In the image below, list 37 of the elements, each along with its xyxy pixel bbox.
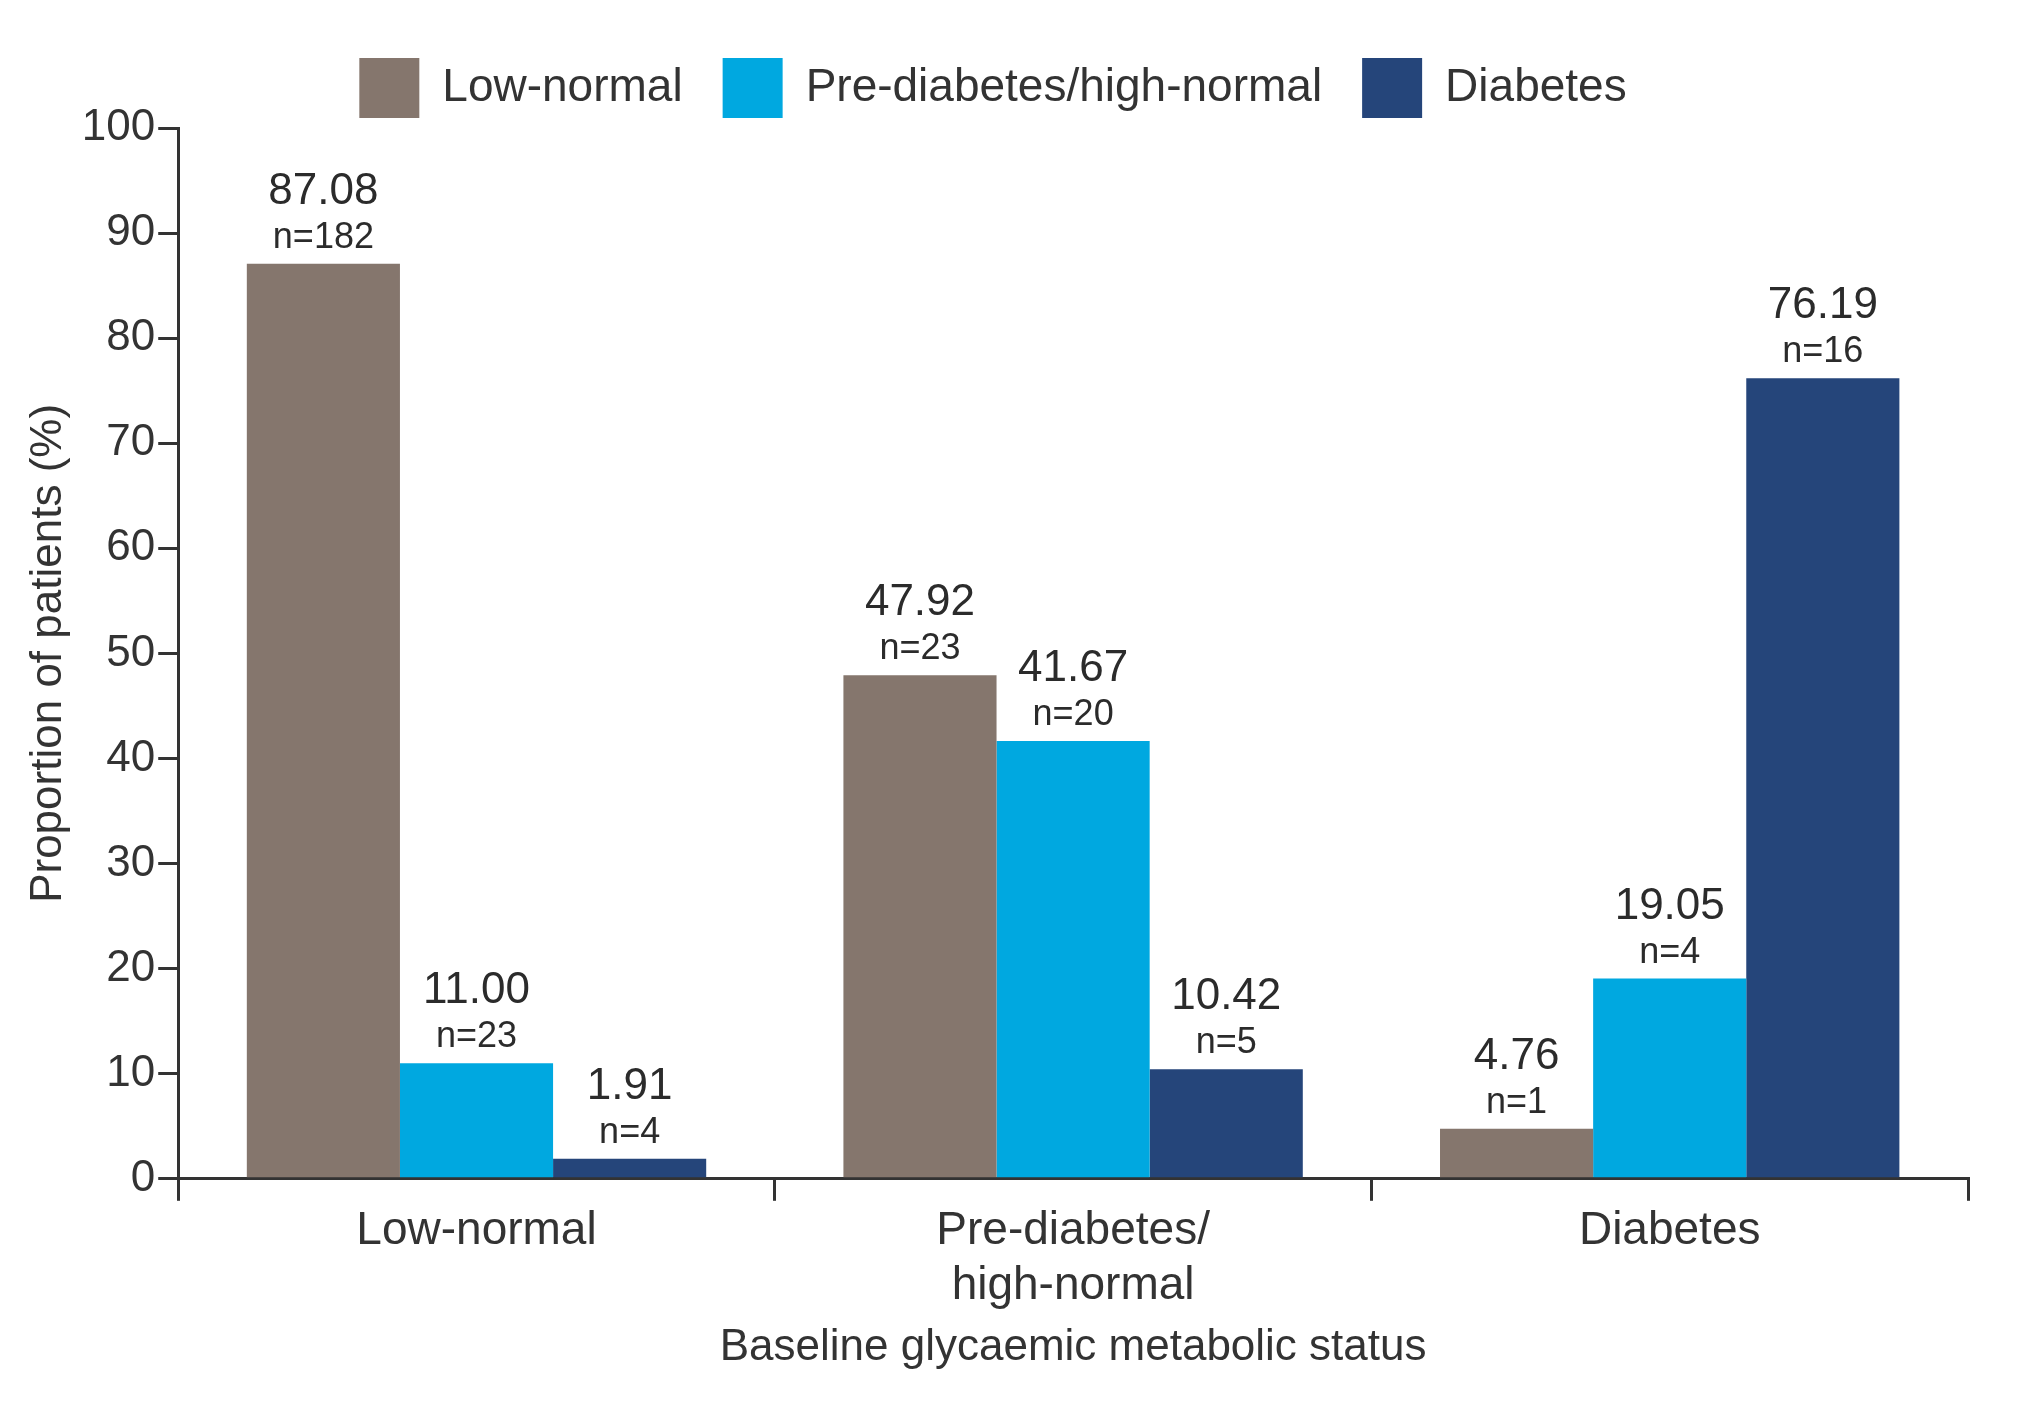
x-tick-label: Pre-diabetes/high-normal (936, 1202, 1211, 1310)
data-label: 76.19 n=16 (1767, 278, 1878, 371)
bar (1593, 978, 1747, 1178)
bar (399, 1063, 554, 1178)
y-tick-label: 90 (106, 205, 156, 255)
y-tick-label: 0 (130, 1150, 156, 1200)
y-axis-title: Proportion of patients (%) (20, 403, 70, 903)
data-label: 4.76 n=1 (1473, 1028, 1560, 1121)
data-label: 87.08 n=182 (268, 163, 379, 256)
x-tick-label: Diabetes (1578, 1202, 1761, 1255)
data-label: 19.05 n=4 (1614, 878, 1725, 971)
y-tick-label: 10 (106, 1045, 156, 1095)
y-tick-label: 100 (81, 100, 156, 150)
bar (996, 740, 1150, 1178)
y-tick-label: 50 (106, 625, 156, 675)
legend-label: Diabetes (1445, 58, 1627, 111)
y-tick-label: 60 (106, 520, 156, 570)
bar (553, 1158, 707, 1178)
x-axis-title: Baseline glycaemic metabolic status (719, 1319, 1427, 1369)
data-label: 1.91 n=4 (586, 1058, 673, 1151)
data-label: 47.92 n=23 (864, 575, 976, 668)
y-tick-label: 70 (106, 415, 156, 465)
data-label: 11.00 n=23 (423, 963, 530, 1056)
data-label: 10.42 n=5 (1171, 969, 1282, 1062)
bar (246, 263, 400, 1178)
y-tick-label: 20 (106, 940, 156, 990)
data-label: 41.67 n=20 (1018, 641, 1129, 733)
bar (843, 675, 997, 1178)
bar (1149, 1069, 1303, 1178)
legend-label: Low-normal (442, 58, 683, 111)
legend-label: Pre-diabetes/high-normal (805, 58, 1323, 111)
x-tick-label: Low-normal (356, 1202, 597, 1255)
y-tick-label: 30 (106, 835, 156, 885)
y-tick-label: 40 (106, 730, 156, 780)
bar (1440, 1128, 1594, 1178)
bar (1746, 378, 1900, 1178)
y-tick-label: 80 (106, 310, 156, 360)
